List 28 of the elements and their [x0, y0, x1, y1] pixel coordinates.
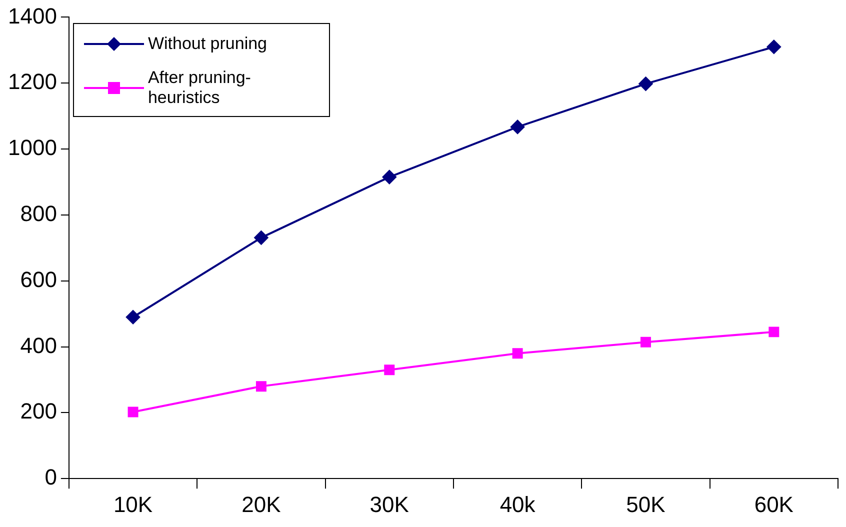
y-tick-label: 400 [20, 332, 57, 358]
y-tick-label: 0 [44, 464, 57, 490]
point [638, 76, 653, 91]
point [126, 310, 140, 324]
legend-label: Without pruning [148, 34, 268, 54]
point [128, 406, 138, 418]
x-tick-label: 60K [754, 492, 794, 517]
point [256, 381, 266, 392]
y-tick-label: 600 [20, 266, 57, 292]
y-tick-label: 200 [20, 398, 57, 424]
y-tick-label: 800 [20, 201, 57, 226]
y-tick-label: 1400 [8, 3, 57, 28]
x-tick-label: 20K [242, 492, 282, 517]
point [766, 40, 781, 54]
x-tick-label: 40k [500, 492, 536, 517]
point [510, 120, 525, 134]
point [640, 336, 651, 348]
y-tick-label: 1000 [8, 135, 57, 160]
y-tick-label: 1200 [8, 69, 57, 94]
point [512, 348, 523, 359]
point [384, 364, 395, 376]
point [254, 230, 268, 245]
point [382, 170, 396, 184]
x-tick-label: 50K [626, 492, 666, 517]
legend-label: After pruning-heuristics [148, 68, 252, 108]
x-tick-label: 30K [370, 492, 410, 517]
x-tick-label: 10K [113, 492, 153, 517]
point [768, 326, 780, 338]
